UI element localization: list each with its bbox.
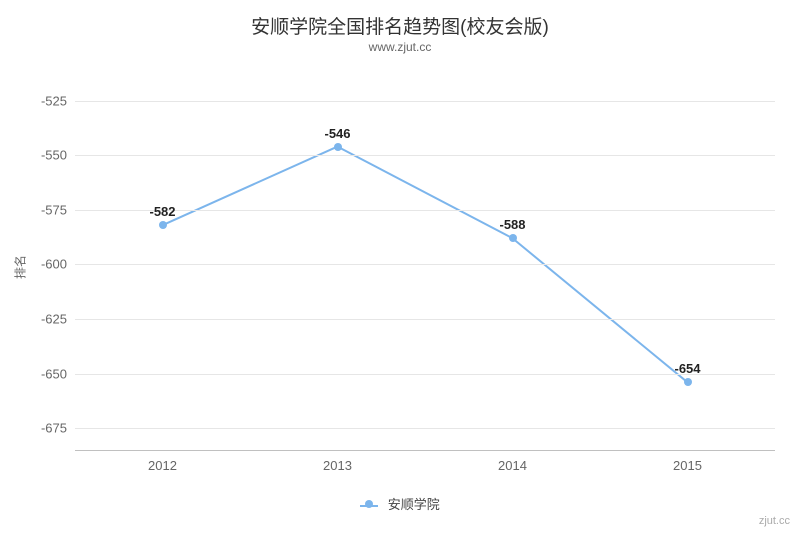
- y-tick-label: -525: [41, 93, 67, 108]
- data-label: -546: [324, 126, 350, 141]
- legend-marker: [360, 498, 378, 510]
- y-tick-label: -550: [41, 148, 67, 163]
- data-label: -582: [149, 204, 175, 219]
- series-line: [75, 68, 775, 450]
- chart-title: 安顺学院全国排名趋势图(校友会版): [0, 12, 800, 39]
- watermark: zjut.cc: [759, 515, 790, 527]
- gridline: [75, 264, 775, 265]
- x-tick-label: 2013: [323, 458, 352, 473]
- gridline: [75, 155, 775, 156]
- y-tick-label: -575: [41, 202, 67, 217]
- data-point: [159, 221, 167, 229]
- gridline: [75, 210, 775, 211]
- data-point: [509, 234, 517, 242]
- data-point: [684, 378, 692, 386]
- y-tick-label: -650: [41, 366, 67, 381]
- legend-dot-icon: [365, 500, 373, 508]
- gridline: [75, 428, 775, 429]
- legend: 安顺学院: [0, 494, 800, 513]
- x-tick-label: 2014: [498, 458, 527, 473]
- y-tick-label: -625: [41, 312, 67, 327]
- plot-area: -525-550-575-600-625-650-675201220132014…: [75, 68, 775, 450]
- x-axis-line: [75, 450, 775, 451]
- chart-subtitle: www.zjut.cc: [0, 40, 800, 54]
- gridline: [75, 319, 775, 320]
- data-label: -654: [674, 361, 700, 376]
- gridline: [75, 374, 775, 375]
- x-tick-label: 2012: [148, 458, 177, 473]
- y-tick-label: -675: [41, 421, 67, 436]
- y-tick-label: -600: [41, 257, 67, 272]
- data-point: [334, 143, 342, 151]
- legend-label: 安顺学院: [388, 494, 440, 513]
- y-axis-label: 排名: [12, 254, 29, 278]
- data-label: -588: [499, 217, 525, 232]
- x-tick-label: 2015: [673, 458, 702, 473]
- gridline: [75, 101, 775, 102]
